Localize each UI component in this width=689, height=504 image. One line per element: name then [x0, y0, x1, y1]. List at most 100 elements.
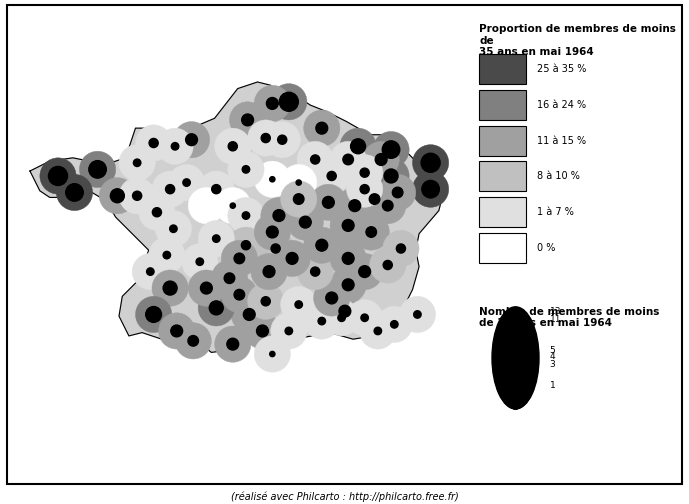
Circle shape — [188, 270, 225, 306]
Circle shape — [183, 179, 190, 186]
Circle shape — [163, 281, 177, 295]
Circle shape — [261, 297, 270, 306]
Bar — [480, 90, 526, 120]
Circle shape — [65, 184, 83, 201]
Circle shape — [149, 139, 158, 148]
Circle shape — [304, 227, 340, 264]
Circle shape — [263, 266, 275, 278]
Circle shape — [175, 323, 212, 359]
Circle shape — [285, 327, 293, 335]
Text: 11 à 15 %: 11 à 15 % — [537, 136, 586, 146]
Circle shape — [196, 258, 203, 266]
Circle shape — [251, 254, 287, 290]
Circle shape — [157, 128, 193, 164]
Circle shape — [56, 174, 92, 211]
Circle shape — [369, 194, 380, 204]
Circle shape — [360, 313, 396, 349]
Circle shape — [383, 230, 419, 267]
Circle shape — [182, 243, 218, 280]
Text: 0 %: 0 % — [537, 243, 555, 253]
Circle shape — [169, 225, 177, 232]
Circle shape — [48, 166, 68, 185]
Text: Proportion de membres de moins de
35 ans en mai 1964: Proportion de membres de moins de 35 ans… — [480, 24, 676, 57]
Circle shape — [271, 84, 307, 120]
Circle shape — [269, 176, 275, 182]
Circle shape — [200, 282, 212, 294]
Circle shape — [221, 240, 258, 277]
Circle shape — [279, 92, 298, 111]
Circle shape — [119, 145, 155, 181]
Circle shape — [391, 321, 398, 328]
Circle shape — [343, 154, 353, 165]
Circle shape — [297, 254, 333, 290]
Circle shape — [198, 171, 234, 207]
Circle shape — [304, 303, 340, 339]
Circle shape — [322, 197, 334, 208]
Circle shape — [382, 141, 400, 158]
Circle shape — [215, 326, 251, 362]
Circle shape — [304, 110, 340, 146]
Circle shape — [132, 191, 142, 200]
Text: 1 à 7 %: 1 à 7 % — [537, 207, 574, 217]
Circle shape — [172, 143, 178, 150]
Circle shape — [311, 267, 320, 276]
Circle shape — [198, 220, 234, 257]
Circle shape — [242, 114, 254, 126]
Circle shape — [369, 247, 406, 283]
Circle shape — [228, 142, 237, 151]
Circle shape — [359, 266, 371, 278]
Circle shape — [413, 145, 449, 181]
Circle shape — [138, 194, 175, 230]
Text: 3: 3 — [550, 360, 555, 369]
Circle shape — [132, 254, 169, 290]
Circle shape — [318, 318, 325, 325]
Circle shape — [188, 336, 198, 346]
Circle shape — [79, 151, 116, 187]
Circle shape — [245, 313, 280, 349]
Circle shape — [99, 177, 136, 214]
Circle shape — [494, 315, 537, 409]
Text: 16 à 24 %: 16 à 24 % — [537, 100, 586, 110]
Circle shape — [254, 336, 291, 372]
Circle shape — [147, 268, 154, 275]
Circle shape — [163, 251, 171, 259]
Circle shape — [342, 279, 354, 291]
Circle shape — [158, 313, 195, 349]
Circle shape — [258, 230, 294, 267]
Circle shape — [296, 180, 301, 185]
Circle shape — [198, 290, 234, 326]
Circle shape — [376, 154, 387, 165]
Circle shape — [152, 270, 188, 306]
Circle shape — [360, 184, 369, 194]
Circle shape — [347, 254, 383, 290]
Text: 8 à 10 %: 8 à 10 % — [537, 171, 579, 181]
Text: 4: 4 — [550, 352, 555, 361]
Circle shape — [504, 360, 527, 409]
Circle shape — [267, 98, 278, 109]
Circle shape — [383, 261, 392, 270]
Circle shape — [243, 308, 255, 321]
Circle shape — [209, 301, 223, 315]
Circle shape — [286, 253, 298, 264]
Circle shape — [339, 305, 351, 317]
Circle shape — [509, 381, 522, 409]
Circle shape — [351, 139, 366, 154]
Circle shape — [254, 161, 291, 198]
Bar — [480, 54, 526, 84]
Circle shape — [155, 211, 192, 247]
Circle shape — [165, 184, 175, 194]
Circle shape — [228, 227, 264, 264]
Circle shape — [327, 293, 363, 329]
Circle shape — [294, 194, 304, 204]
Circle shape — [134, 159, 141, 166]
Circle shape — [254, 214, 291, 250]
Circle shape — [188, 187, 225, 224]
Bar — [480, 125, 526, 156]
Circle shape — [330, 207, 367, 243]
Circle shape — [501, 346, 530, 409]
Circle shape — [231, 296, 267, 333]
Circle shape — [136, 296, 172, 333]
Circle shape — [227, 338, 238, 350]
Circle shape — [382, 201, 393, 211]
Circle shape — [280, 181, 317, 217]
